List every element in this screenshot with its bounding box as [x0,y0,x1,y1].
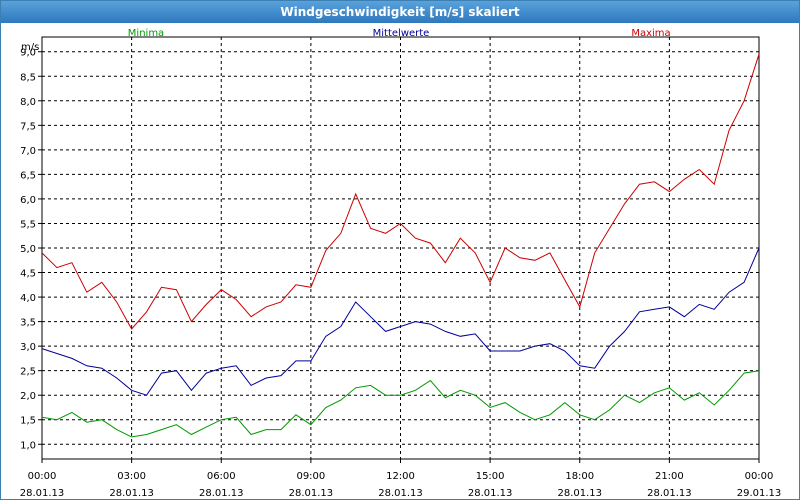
y-tick-label: 8,5 [20,72,36,83]
x-tick-date: 28.01.13 [20,488,65,499]
x-tick-date: 28.01.13 [199,488,244,499]
y-tick-label: 5,0 [20,244,36,255]
y-tick-label: 4,5 [20,269,36,280]
x-tick-time: 00:00 [745,471,774,482]
x-tick-date: 28.01.13 [647,488,692,499]
x-axis-ticks: 00:00 28.01.13 03:00 28.01.13 06:00 28.01.13 0… [20,459,782,499]
x-tick-date: 28.01.13 [468,488,513,499]
x-tick-date: 28.01.13 [557,488,602,499]
y-tick-label: 4,0 [20,293,36,304]
x-tick-time: 21:00 [655,471,684,482]
x-tick-date: 28.01.13 [109,488,154,499]
y-tick-label: 3,5 [20,318,36,329]
y-tick-label: 1,0 [20,440,36,451]
legend-item-maxima: Maxima [631,28,670,39]
legend: Minima Mittelwerte Maxima [128,28,671,39]
series-layer [41,54,760,438]
y-tick-label: 7,0 [20,146,36,157]
x-tick-time: 15:00 [476,471,505,482]
y-tick-label: 8,0 [20,97,36,108]
x-tick-time: 09:00 [296,471,325,482]
y-tick-label: 6,5 [20,170,36,181]
window-title: Windgeschwindigkeit [m/s] skaliert [1,1,799,23]
series-line-minima [41,370,760,438]
y-tick-label: 9,0 [20,48,36,59]
x-tick-date: 28.01.13 [378,488,423,499]
y-tick-label: 2,5 [20,367,36,378]
y-tick-label: 6,0 [20,195,36,206]
y-axis-label: m/s [21,42,39,53]
x-tick-time: 18:00 [565,471,594,482]
series-line-mittelwerte [41,247,760,396]
wind-speed-chart: 1,0 1,5 2,0 2,5 3,0 3,5 4,0 4,5 5,0 5,5 6,0 6,5 7,0 7… [20,28,782,499]
x-tick-date: 29.01.13 [737,488,782,499]
y-axis-ticks: 1,0 1,5 2,0 2,5 3,0 3,5 4,0 4,5 5,0 5,5 6,0 6,5 7,0 7… [20,48,42,451]
grid-lines [42,37,759,459]
x-tick-time: 12:00 [386,471,415,482]
y-tick-label: 7,5 [20,121,36,132]
y-tick-label: 5,5 [20,219,36,230]
y-tick-label: 2,0 [20,391,36,402]
x-tick-time: 06:00 [207,471,236,482]
x-tick-time: 03:00 [117,471,146,482]
legend-item-mittelwerte: Mittelwerte [373,28,430,39]
y-tick-label: 1,5 [20,416,36,427]
x-tick-date: 28.01.13 [289,488,334,499]
y-tick-label: 3,0 [20,342,36,353]
x-tick-time: 00:00 [28,471,57,482]
legend-item-minima: Minima [128,28,164,39]
series-line-maxima [41,54,760,330]
